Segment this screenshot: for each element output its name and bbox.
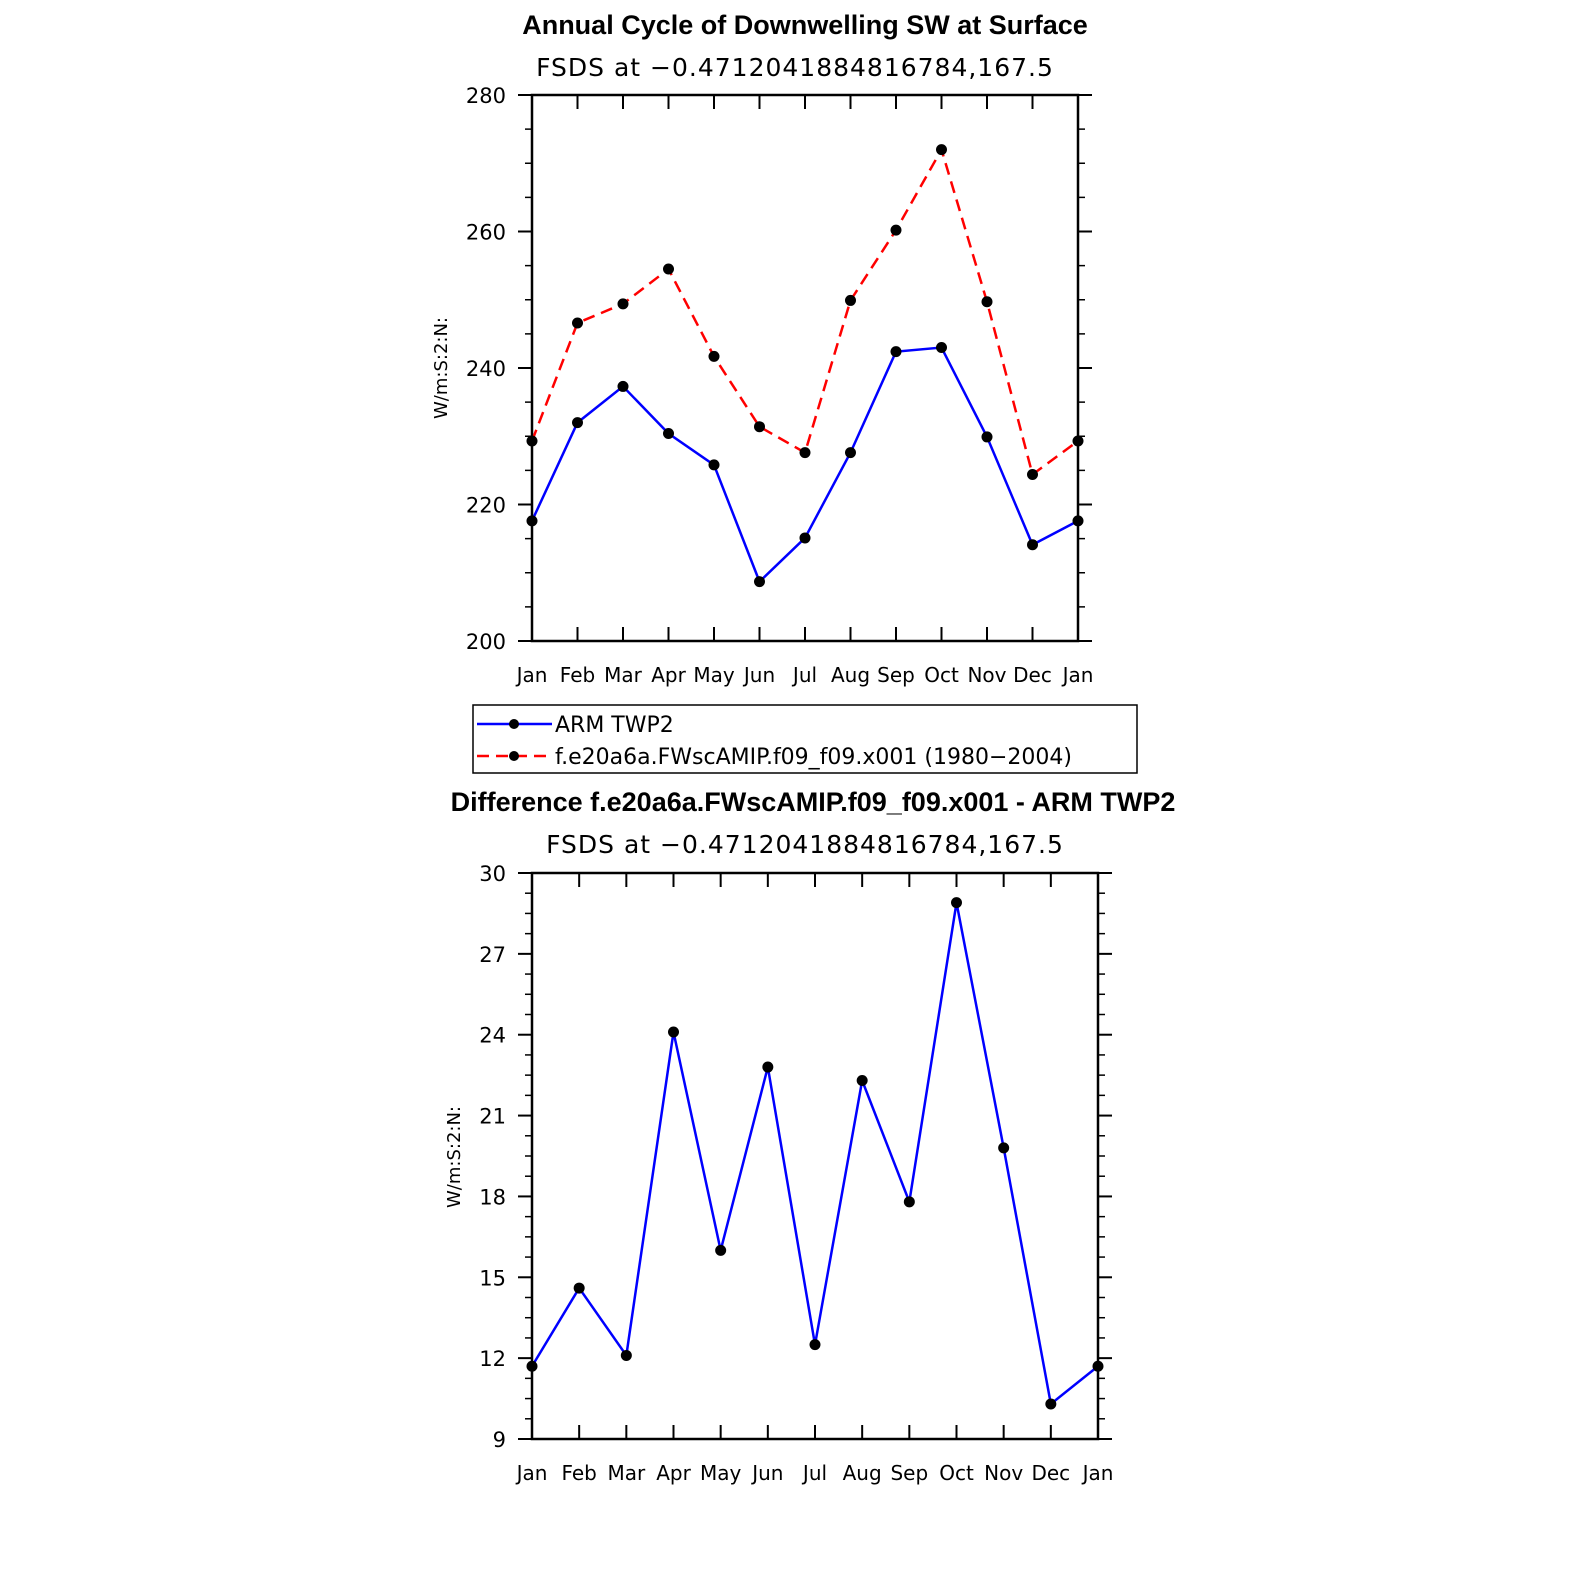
chart-2-plot-frame	[530, 871, 1100, 1441]
chart-2-xtick-label: Sep	[890, 1461, 928, 1485]
chart-1-xtick-label: Oct	[924, 663, 959, 687]
chart-1-ytick-label: 220	[466, 494, 506, 518]
chart-2-ylabel: W/m:S:2:N:	[444, 1106, 465, 1208]
chart-1-subtitle: FSDS at −0.4712041884816784,167.5	[536, 53, 1054, 82]
chart-2-ytick-label: 12	[479, 1347, 506, 1371]
chart-1-series-0-point	[936, 342, 947, 354]
legend-label-arm: ARM TWP2	[555, 713, 674, 738]
chart-1-xtick-label: Jan	[515, 663, 548, 687]
chart-2-xtick-label: Nov	[984, 1461, 1023, 1485]
chart-1-ylabel: W/m:S:2:N:	[431, 317, 452, 419]
chart-2-ytick-label: 24	[479, 1024, 506, 1048]
chart-2-series-0-point	[620, 1349, 632, 1361]
chart-1-xtick-label: May	[693, 663, 735, 687]
chart-2-ytick-label: 9	[493, 1428, 506, 1452]
chart-1-xtick-label: Feb	[560, 663, 595, 687]
chart-1-series-1-point	[845, 294, 856, 306]
chart-1-series-1-point	[981, 296, 993, 308]
chart-1-series-1-point	[890, 224, 902, 236]
chart-1-series-0-point	[981, 431, 993, 443]
chart-1-ytick-label: 200	[466, 630, 506, 654]
chart-1-xtick-label: Nov	[967, 663, 1006, 687]
chart-2-series-0-point	[951, 897, 962, 909]
chart-1-series-0-point	[708, 459, 720, 471]
chart-2-series-0-point	[998, 1142, 1010, 1154]
chart-1-series-line-1	[530, 146, 1079, 477]
chart-2-ytick-label: 30	[479, 862, 506, 886]
legend-marker-arm	[509, 719, 519, 729]
chart-1-xtick-label: Sep	[877, 663, 915, 687]
chart-2-ytick-label: 21	[479, 1105, 506, 1129]
chart-1-series-0-point	[1027, 539, 1038, 551]
chart-2-series-0-point	[715, 1244, 727, 1256]
chart-1-xtick-label: Mar	[604, 663, 643, 687]
chart-2-xtick-label: Jul	[801, 1461, 827, 1485]
chart-1-plot-frame	[530, 93, 1080, 643]
chart-1-series-0-point	[845, 447, 856, 459]
chart-2-series-0-point	[668, 1026, 679, 1038]
chart-2-series-0-point	[856, 1075, 868, 1087]
chart-1-series-0-point	[890, 346, 902, 358]
chart-1-series-0-point	[1072, 515, 1084, 527]
chart-2-series-0-point	[1092, 1360, 1104, 1372]
chart-1: Annual Cycle of Downwelling SW at Surfac…	[431, 10, 1093, 687]
chart-1-title: Annual Cycle of Downwelling SW at Surfac…	[522, 10, 1088, 40]
chart-1-ytick-label: 280	[466, 84, 506, 108]
chart-1-series-1-point	[754, 421, 765, 433]
chart-2-xtick-label: Aug	[843, 1461, 882, 1485]
chart-2-series-0-point	[526, 1360, 538, 1372]
chart-1-series-1-point	[1027, 468, 1038, 480]
chart-1-series-0-point	[663, 428, 674, 440]
chart-2: Difference f.e20a6a.FWscAMIP.f09_f09.x00…	[444, 787, 1175, 1485]
chart-2-series-0-point	[1045, 1398, 1057, 1410]
chart-2-xtick-label: Oct	[939, 1461, 974, 1485]
chart-1-ytick-label: 260	[466, 221, 506, 245]
chart-1-series-1-point	[572, 317, 583, 329]
legend-box	[472, 704, 1138, 774]
chart-2-ytick-label: 27	[479, 943, 506, 967]
chart-1-series-line-0	[530, 346, 1079, 584]
chart-2-series-0-point	[762, 1061, 774, 1073]
chart-1-series-1-point	[708, 350, 720, 362]
chart-2-subtitle: FSDS at −0.4712041884816784,167.5	[546, 830, 1064, 859]
legend-label-model: f.e20a6a.FWscAMIP.f09_f09.x001 (1980−200…	[555, 745, 1072, 770]
chart-2-series-line-0	[530, 902, 1099, 1407]
chart-1-ytick-label: 240	[466, 357, 506, 381]
chart-2-xtick-label: Jun	[750, 1461, 783, 1485]
chart-1-series-0-point	[617, 380, 629, 392]
chart-1-xtick-label: Apr	[651, 663, 686, 687]
chart-2-title: Difference f.e20a6a.FWscAMIP.f09_f09.x00…	[451, 787, 1176, 817]
chart-1-series-1-point	[663, 263, 674, 275]
chart-1-series-1-point	[526, 435, 538, 447]
chart-1-series-0-point	[526, 515, 538, 527]
chart-2-series-0-point	[573, 1282, 585, 1294]
chart-1-series-1-point	[936, 144, 947, 156]
chart-1-xtick-label: Dec	[1013, 663, 1052, 687]
chart-2-series-0-point	[809, 1339, 821, 1351]
chart-2-xtick-label: Jan	[515, 1461, 548, 1485]
chart-1-series-1-point	[617, 298, 629, 310]
legend: ARM TWP2 f.e20a6a.FWscAMIP.f09_f09.x001 …	[472, 704, 1138, 774]
chart-1-series-0-point	[754, 576, 765, 588]
chart-1-series-1-point	[799, 447, 811, 459]
chart-2-xtick-label: Apr	[656, 1461, 691, 1485]
legend-marker-model	[509, 751, 519, 761]
chart-1-series-0-point	[572, 417, 583, 429]
chart-2-ytick-label: 15	[479, 1266, 506, 1290]
chart-1-xtick-label: Jul	[791, 663, 817, 687]
chart-1-xtick-label: Jun	[742, 663, 775, 687]
chart-2-xtick-label: May	[700, 1461, 742, 1485]
chart-2-xtick-label: Feb	[561, 1461, 596, 1485]
chart-1-series-1-point	[1072, 435, 1084, 447]
chart-1-xtick-label: Jan	[1061, 663, 1094, 687]
chart-1-series-0-point	[799, 532, 811, 544]
chart-1-xtick-label: Aug	[831, 663, 870, 687]
chart-2-series-0-point	[903, 1196, 915, 1208]
chart-2-ytick-label: 18	[479, 1185, 506, 1209]
chart-2-xtick-label: Mar	[607, 1461, 646, 1485]
chart-2-xtick-label: Dec	[1031, 1461, 1070, 1485]
chart-2-xtick-label: Jan	[1081, 1461, 1114, 1485]
